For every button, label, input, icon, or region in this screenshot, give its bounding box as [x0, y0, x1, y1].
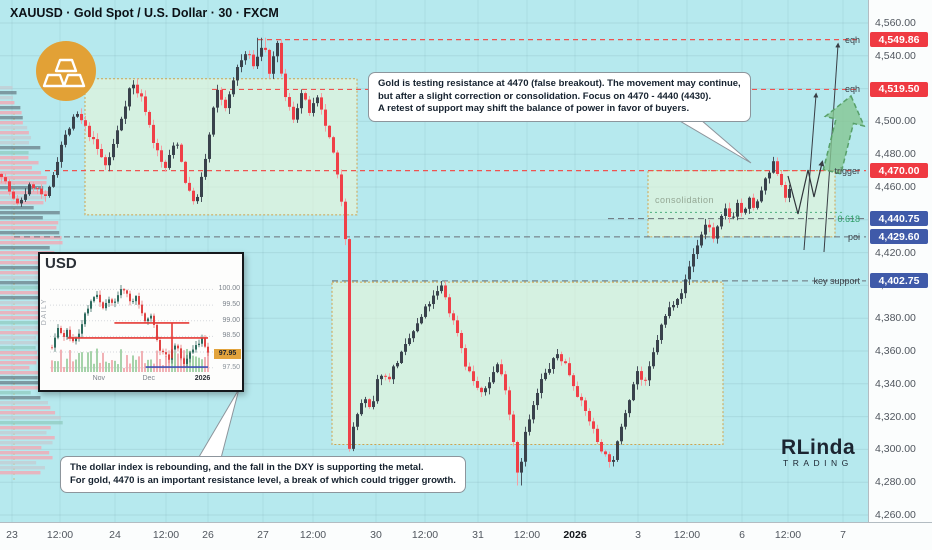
- level-label-trigger: trigger: [834, 165, 860, 176]
- price-badge-4470: 4,470.00: [870, 163, 928, 179]
- dxy-callout-line: The dollar index is rebounding, and the …: [70, 462, 424, 473]
- time-tick: 12:00: [513, 529, 541, 541]
- symbol-title: XAUUSD · Gold Spot / U.S. Dollar · 30 · …: [10, 6, 279, 20]
- inset-price-tick: 99.00: [222, 316, 240, 324]
- price-tick: 4,560.00: [875, 17, 916, 29]
- inset-title: USD: [45, 255, 77, 272]
- time-tick: 24: [109, 529, 121, 541]
- price-tick: 4,260.00: [875, 509, 916, 521]
- price-tick: 4,320.00: [875, 410, 916, 423]
- gold-bars-icon: [36, 41, 96, 101]
- time-tick: 12:00: [299, 529, 327, 541]
- time-tick: 12:00: [46, 529, 74, 541]
- price-tick: 4,280.00: [875, 476, 916, 489]
- time-tick: 3: [635, 529, 641, 541]
- time-tick: 23: [6, 529, 18, 541]
- price-tick: 4,340.00: [875, 377, 916, 390]
- inset-last-price-badge: 97.95: [214, 348, 241, 359]
- analysis-callout[interactable]: Gold is testing resistance at 4470 (fals…: [368, 72, 751, 122]
- time-tick: 7: [840, 529, 846, 541]
- time-tick: 12:00: [774, 529, 802, 541]
- inset-time-tick: Dec: [142, 375, 155, 382]
- time-axis[interactable]: [0, 522, 932, 550]
- analysis-callout-line: but after a slight correction or consoli…: [378, 90, 712, 102]
- inset-period-label: DAILY: [41, 298, 48, 326]
- level-label-key-support: key support: [813, 275, 860, 286]
- price-tick: 4,500.00: [875, 115, 916, 128]
- level-label-0.618: 0.618: [837, 213, 860, 224]
- price-badge-4402.75: 4,402.75: [870, 273, 928, 289]
- brand-watermark: RLinda TRADING: [781, 437, 855, 468]
- price-tick: 4,420.00: [875, 246, 916, 259]
- level-label-eqh: eqh: [844, 34, 860, 45]
- brand-name: RLinda: [781, 436, 856, 459]
- price-badge-4519.5: 4,519.50: [870, 81, 928, 97]
- time-tick: 31: [472, 529, 484, 541]
- inset-price-tick: 98.50: [222, 332, 240, 340]
- price-badge-4440.75: 4,440.75: [870, 211, 928, 227]
- time-tick: 26: [202, 529, 214, 541]
- analysis-callout-line: A retest of support may shift the balanc…: [378, 103, 690, 115]
- price-badge-4549.86: 4,549.86: [870, 32, 928, 48]
- inset-time-tick: 2026: [194, 375, 211, 382]
- time-tick: 12:00: [673, 529, 701, 541]
- price-tick: 4,360.00: [875, 345, 916, 357]
- dxy-inset-chart[interactable]: USD DAILY 100.00 99.50 99.00 98.50 97.95 97.5…: [38, 252, 244, 392]
- dxy-inset-canvas: [50, 285, 214, 372]
- time-tick: 30: [370, 529, 382, 541]
- inset-time-tick: Nov: [92, 375, 106, 382]
- big-green-arrow: [822, 94, 866, 175]
- inset-price-tick: 100.00: [218, 285, 240, 293]
- price-tick: 4,540.00: [875, 49, 916, 62]
- time-tick: 2026: [563, 529, 587, 541]
- price-tick: 4,480.00: [875, 148, 916, 161]
- zone-label-consolidation: consolidation: [655, 194, 715, 205]
- inset-support-tick: 97.50: [222, 363, 240, 371]
- price-tick: 4,460.00: [875, 181, 916, 193]
- dxy-callout-line: For gold, 4470 is an important resistanc…: [70, 474, 456, 486]
- price-tick: 4,380.00: [875, 312, 916, 325]
- price-badge-4429.6: 4,429.60: [870, 229, 928, 245]
- time-tick: 27: [257, 529, 269, 541]
- time-tick: 6: [739, 529, 745, 541]
- level-label-poi: poi: [847, 231, 860, 242]
- dxy-callout[interactable]: The dollar index is rebounding, and the …: [60, 456, 466, 494]
- time-tick: 12:00: [411, 529, 439, 541]
- price-tick: 4,300.00: [875, 443, 916, 456]
- brand-sub: TRADING: [783, 458, 853, 468]
- analysis-callout-line: Gold is testing resistance at 4470 (fals…: [378, 78, 741, 89]
- level-label-eqh: eqh: [844, 84, 860, 95]
- time-tick: 12:00: [152, 529, 180, 541]
- inset-price-tick: 99.50: [222, 301, 240, 309]
